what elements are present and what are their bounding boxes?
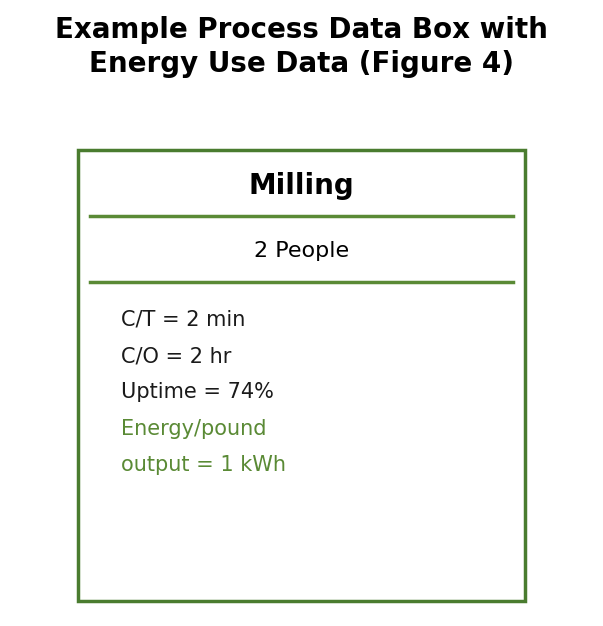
Text: 2 People: 2 People [254,241,349,261]
Text: Milling: Milling [248,172,355,200]
Text: Example Process Data Box with
Energy Use Data (Figure 4): Example Process Data Box with Energy Use… [55,16,548,78]
Text: C/O = 2 hr: C/O = 2 hr [121,346,231,366]
FancyBboxPatch shape [78,150,525,601]
Text: C/T = 2 min: C/T = 2 min [121,310,245,330]
Text: output = 1 kWh: output = 1 kWh [121,455,286,475]
Text: Energy/pound: Energy/pound [121,419,266,439]
Text: Uptime = 74%: Uptime = 74% [121,382,274,403]
